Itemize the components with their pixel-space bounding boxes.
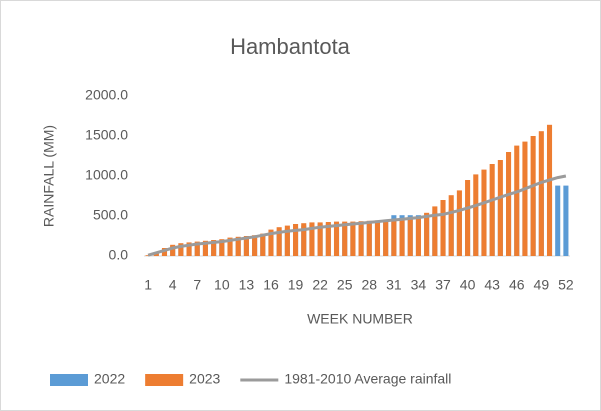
- bar: [366, 220, 372, 256]
- legend-label: 2022: [94, 371, 125, 387]
- bar: [546, 124, 553, 256]
- x-tick-label: 28: [361, 277, 377, 293]
- bar: [522, 141, 528, 256]
- bar: [415, 216, 421, 256]
- bar: [186, 242, 192, 256]
- bar: [350, 221, 356, 256]
- bar: [530, 136, 536, 256]
- bar: [374, 220, 381, 256]
- x-tick-label: 10: [214, 277, 230, 293]
- y-axis-title: RAINFALL (MM): [41, 125, 57, 227]
- x-tick-label: 49: [534, 277, 550, 293]
- bar: [276, 227, 282, 256]
- bar: [145, 255, 151, 256]
- x-tick-label: 43: [484, 277, 500, 293]
- bar: [333, 221, 340, 256]
- bar: [432, 206, 438, 256]
- bar: [252, 235, 258, 256]
- bar: [391, 219, 397, 256]
- bar: [317, 222, 323, 256]
- x-tick-label: 34: [411, 277, 427, 293]
- x-tick-label: 4: [169, 277, 177, 293]
- bar: [260, 233, 266, 256]
- bar: [293, 224, 299, 256]
- legend-label: 2023: [189, 371, 220, 387]
- legend-swatch: [50, 374, 88, 386]
- line: [147, 174, 567, 257]
- legend-swatch: [145, 374, 184, 386]
- bar: [538, 131, 544, 256]
- bar: [465, 180, 471, 256]
- legend-label: 1981-2010 Average rainfall: [284, 371, 451, 387]
- x-tick-label: 22: [312, 277, 328, 293]
- x-tick-label: 52: [558, 277, 574, 293]
- x-tick-label: 37: [435, 277, 451, 293]
- bar: [448, 195, 454, 256]
- bar: [268, 229, 274, 256]
- y-tick-label: 0.0: [109, 247, 129, 263]
- x-tick-label: 7: [193, 277, 201, 293]
- bar: [325, 222, 331, 256]
- bar: [194, 241, 200, 256]
- bar: [161, 248, 168, 256]
- bar: [514, 145, 520, 256]
- x-axis-title: WEEK NUMBER: [307, 311, 413, 327]
- bar: [153, 252, 159, 256]
- bar: [563, 185, 569, 256]
- bar: [424, 212, 430, 256]
- bar: [235, 236, 241, 256]
- bar: [383, 220, 389, 256]
- bar: [227, 237, 233, 256]
- bar: [399, 218, 405, 256]
- bar: [506, 152, 512, 256]
- x-tick-label: 16: [263, 277, 279, 293]
- x-tick-label: 46: [509, 277, 525, 293]
- bar: [358, 221, 364, 256]
- bar: [243, 236, 249, 256]
- bar: [301, 223, 307, 256]
- bar: [497, 160, 503, 256]
- bar: [481, 169, 487, 256]
- bar: [170, 244, 176, 256]
- x-tick-label: 19: [288, 277, 304, 293]
- bar: [342, 221, 348, 256]
- bar: [489, 164, 495, 256]
- x-tick-label: 31: [386, 277, 402, 293]
- bar: [555, 185, 561, 256]
- bar: [178, 243, 184, 256]
- x-tick-label: 1: [144, 277, 152, 293]
- bar: [440, 200, 446, 256]
- y-tick-label: 2000.0: [85, 87, 128, 103]
- x-tick-label: 13: [239, 277, 255, 293]
- y-tick-label: 500.0: [93, 207, 128, 223]
- y-tick-label: 1000.0: [85, 167, 128, 183]
- bar: [284, 225, 290, 256]
- bar: [309, 222, 315, 256]
- chart-title: Hambantota: [230, 34, 351, 59]
- bar: [407, 217, 413, 256]
- x-tick-label: 25: [337, 277, 353, 293]
- bar: [456, 190, 462, 256]
- y-tick-label: 1500.0: [85, 127, 128, 143]
- x-tick-label: 40: [460, 277, 476, 293]
- bar: [202, 240, 208, 256]
- bar: [473, 174, 479, 256]
- bar: [219, 239, 225, 256]
- bar: [211, 240, 217, 256]
